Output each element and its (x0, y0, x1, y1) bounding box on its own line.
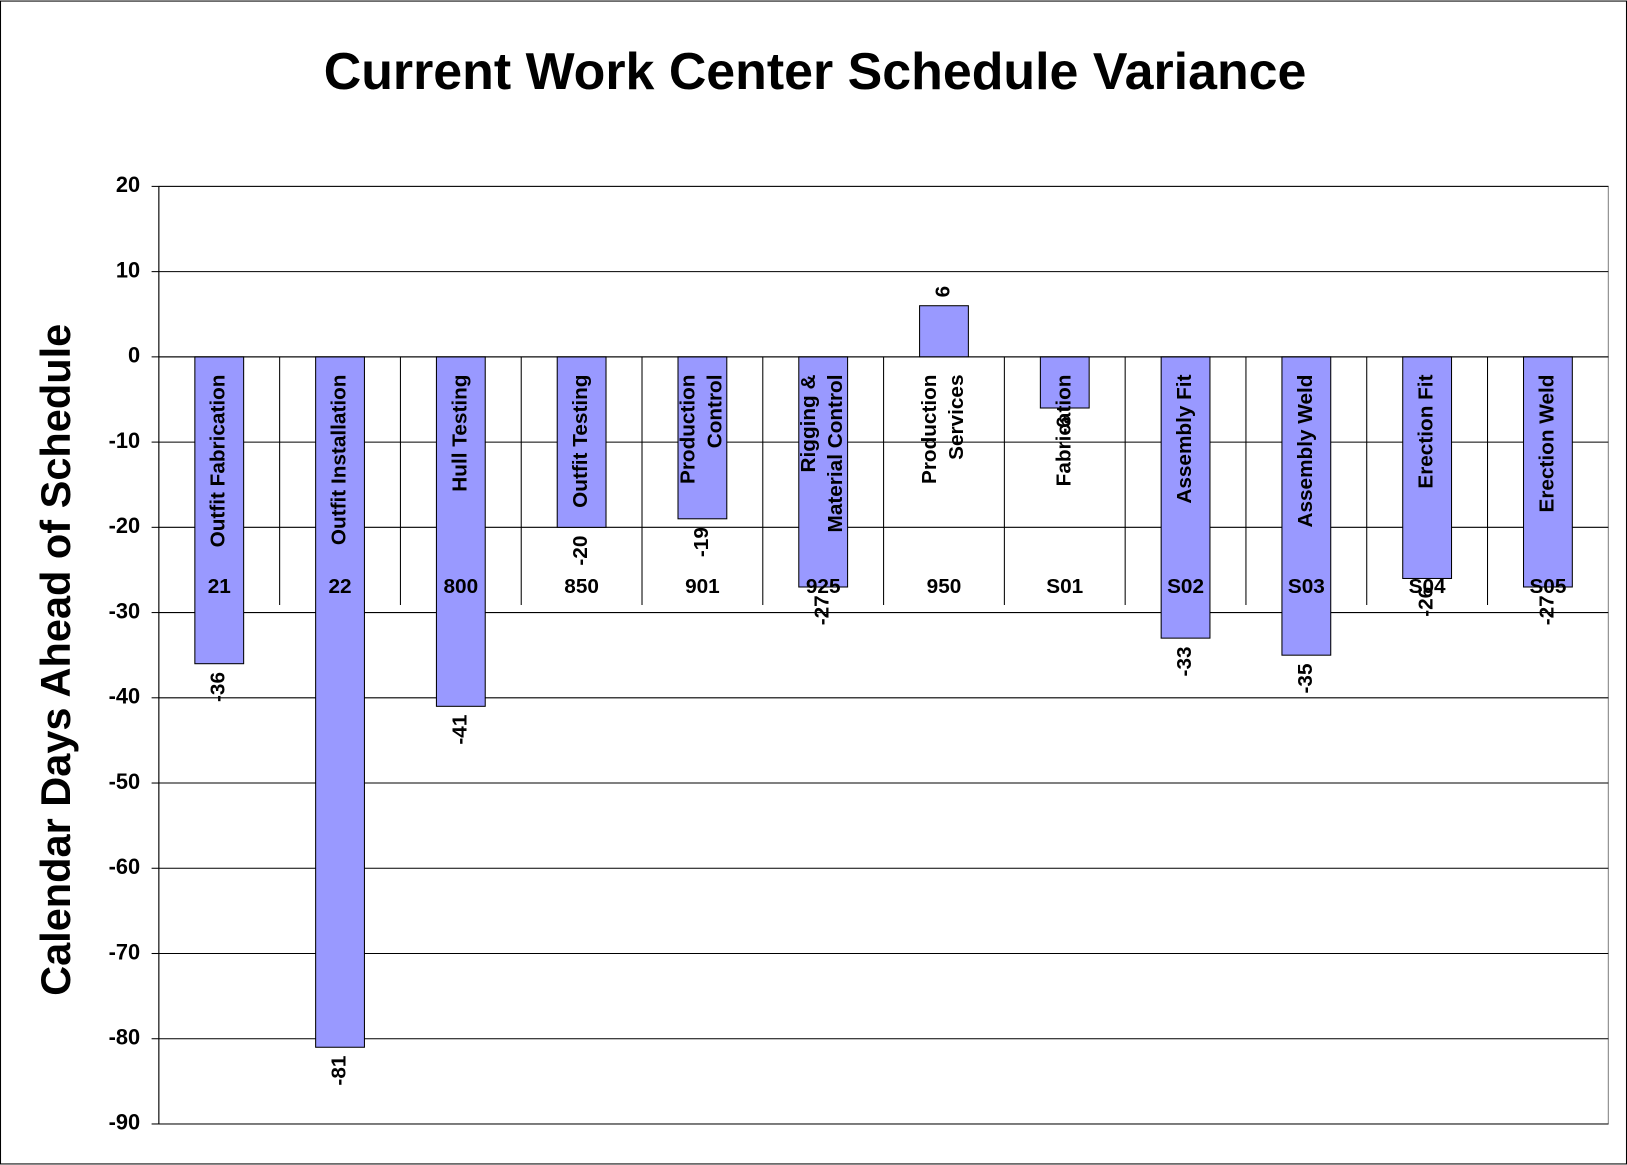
value-label: -19 (690, 527, 713, 557)
value-label: -81 (328, 1056, 351, 1086)
y-tick-label: -50 (109, 769, 141, 794)
value-label: -26 (1415, 587, 1438, 617)
x-tick-label: S03 (1288, 575, 1325, 598)
plot-area (158, 185, 1609, 1125)
bar-name: Production (918, 375, 941, 485)
x-tick-label: S04 (1409, 575, 1446, 598)
x-tick-label: S05 (1529, 575, 1566, 598)
bar-name: Assembly Weld (1294, 375, 1317, 528)
y-tick-label: 0 (128, 343, 140, 368)
y-tick-label: -30 (109, 598, 141, 623)
value-label: -27 (1535, 595, 1558, 625)
bar-name: Erection Fit (1415, 374, 1438, 488)
x-tick-label: 925 (806, 575, 841, 598)
value-label: -20 (569, 536, 592, 566)
bar (1281, 356, 1332, 656)
bar (1522, 356, 1573, 588)
bar (315, 356, 365, 1048)
x-tick-label: S01 (1046, 575, 1083, 598)
x-tick-label: 901 (685, 575, 720, 598)
bar (1402, 356, 1453, 579)
bar (798, 356, 849, 588)
y-tick-label: -80 (109, 1024, 141, 1049)
bar-name: Assembly Fit (1173, 374, 1196, 503)
bar-name: Outfit Installation (328, 375, 351, 546)
value-label: -6 (1052, 416, 1075, 434)
y-tick-label: -20 (109, 513, 141, 538)
value-label: -35 (1294, 663, 1317, 693)
y-axis-label: Calendar Days Ahead of Schedule (32, 324, 79, 996)
y-tick-label: -60 (109, 854, 141, 879)
y-tick-label: 10 (116, 257, 140, 282)
chart-title: Current Work Center Schedule Variance (324, 43, 1307, 101)
bar-name: Outfit Fabrication (207, 375, 230, 548)
value-label: -33 (1173, 646, 1196, 676)
x-tick-label: 21 (208, 575, 231, 598)
value-label: -27 (811, 595, 834, 625)
bar-name: Erection Weld (1535, 375, 1558, 513)
y-tick-label: -40 (109, 684, 141, 709)
x-tick-label: 800 (444, 575, 479, 598)
bar-name: Rigging & (797, 375, 820, 473)
bar (677, 356, 728, 520)
y-tick-label: -90 (109, 1110, 141, 1135)
x-tick-label: 22 (328, 575, 351, 598)
value-label: -36 (207, 672, 230, 702)
bar-name: Fabrication (1052, 375, 1075, 487)
x-tick-label: S02 (1167, 575, 1204, 598)
x-tick-label: 950 (927, 575, 962, 598)
bar (919, 305, 969, 358)
bar-name: Production (676, 375, 699, 485)
bar (194, 356, 245, 665)
x-tick-label: 850 (564, 575, 599, 598)
y-tick-label: -10 (109, 428, 141, 453)
y-tick-label: -70 (109, 939, 141, 964)
value-label: -41 (448, 715, 471, 745)
bar-name: Control (703, 375, 726, 449)
value-label: 6 (931, 286, 954, 298)
bar-name: Hull Testing (448, 375, 471, 492)
bar (1039, 356, 1090, 409)
bar-name: Outfit Testing (569, 375, 592, 508)
bar (435, 356, 486, 707)
y-tick-label: 20 (116, 172, 140, 197)
bar-name: Material Control (824, 375, 847, 533)
bar-name: Services (945, 375, 968, 460)
